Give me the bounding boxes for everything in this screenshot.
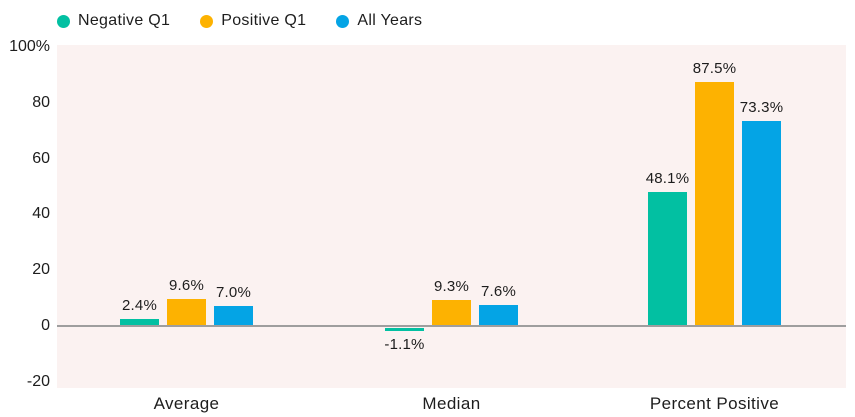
bar-value-label-all-years-median: 7.6% <box>481 282 516 300</box>
y-axis-tick-label: 60 <box>32 149 50 167</box>
bar-negative-q1-percent-positive <box>648 191 687 326</box>
legend-label: All Years <box>357 12 423 29</box>
legend: Negative Q1 Positive Q1 All Years <box>57 12 422 30</box>
y-axis-tick-label: 0 <box>41 317 50 334</box>
legend-item-all-years: All Years <box>336 12 422 30</box>
bar-value-label-positive-q1-average: 9.6% <box>169 277 204 295</box>
bar-negative-q1-median <box>385 328 424 332</box>
bar-value-label-positive-q1-median: 9.3% <box>434 278 469 296</box>
legend-dot-icon-negative-q1 <box>57 14 70 28</box>
x-axis-label-average: Average <box>153 394 220 413</box>
bar-value-label-positive-q1-percent-positive: 87.5% <box>692 59 737 77</box>
legend-item-positive-q1: Positive Q1 <box>200 12 306 30</box>
y-axis-tick-label: 20 <box>32 261 50 279</box>
bar-negative-q1-average <box>120 319 159 326</box>
y-axis-tick-label: 100% <box>9 38 50 55</box>
bar-value-label-all-years-percent-positive: 73.3% <box>739 99 784 117</box>
bar-positive-q1-percent-positive <box>695 81 734 326</box>
legend-dot-icon-positive-q1 <box>200 14 214 28</box>
bar-all-years-median <box>479 304 518 326</box>
x-axis-label-median: Median <box>422 394 481 413</box>
y-axis-tick-label: 40 <box>32 205 50 223</box>
legend-label: Negative Q1 <box>78 12 171 29</box>
bar-value-label-negative-q1-percent-positive: 48.1% <box>645 169 690 187</box>
bar-value-label-all-years-average: 7.0% <box>216 284 251 302</box>
x-axis-label-percent-positive: Percent Positive <box>649 394 780 413</box>
bar-all-years-average <box>214 306 253 326</box>
y-axis-tick-label: 80 <box>32 93 50 111</box>
bar-positive-q1-median <box>432 300 471 326</box>
bar-positive-q1-average <box>167 299 206 326</box>
legend-dot-icon-all-years <box>336 14 350 28</box>
y-axis-tick-label: -20 <box>26 372 50 390</box>
legend-label: Positive Q1 <box>221 12 307 29</box>
x-axis-line <box>57 325 846 327</box>
bar-value-label-negative-q1-average: 2.4% <box>122 297 157 315</box>
legend-item-negative-q1: Negative Q1 <box>57 12 170 30</box>
bar-all-years-percent-positive <box>742 121 781 326</box>
bar-value-label-negative-q1-median: -1.1% <box>384 336 425 354</box>
